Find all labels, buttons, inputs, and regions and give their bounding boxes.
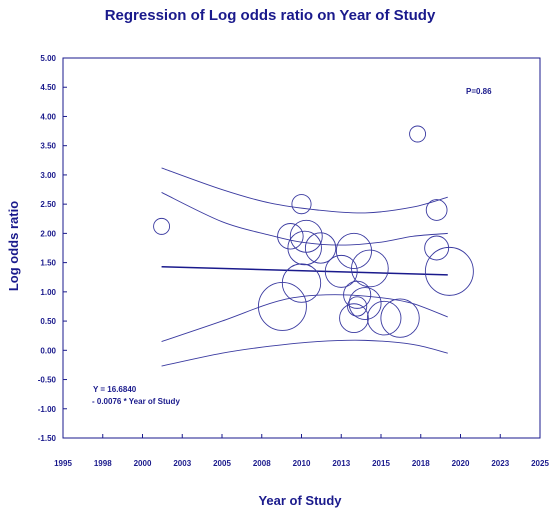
x-tick-label: 2015 <box>372 459 390 468</box>
chart-title: Regression of Log odds ratio on Year of … <box>105 7 436 24</box>
study-bubble <box>348 287 382 320</box>
study-bubble <box>335 232 373 269</box>
p-value-label: P=0.86 <box>466 87 492 96</box>
x-tick-label: 2023 <box>491 459 509 468</box>
study-bubble <box>153 217 171 235</box>
y-tick-label: 0.50 <box>40 317 56 326</box>
x-tick-label: 1995 <box>54 459 72 468</box>
y-tick-label: 2.50 <box>40 200 56 209</box>
y-tick-label: 5.00 <box>40 54 56 63</box>
study-bubble <box>324 254 358 288</box>
outer-band-upper <box>161 167 448 214</box>
study-bubble <box>409 125 427 143</box>
y-tick-label: 1.00 <box>40 288 56 297</box>
x-tick-label: 2008 <box>253 459 271 468</box>
y-tick-label: 2.00 <box>40 229 56 238</box>
y-tick-label: 1.50 <box>40 259 56 268</box>
x-tick-label: 2020 <box>452 459 470 468</box>
x-tick-label: 2003 <box>173 459 191 468</box>
x-axis-label: Year of Study <box>258 493 342 508</box>
x-tick-label: 2010 <box>293 459 311 468</box>
study-bubble <box>291 194 312 215</box>
study-bubble <box>425 199 448 221</box>
study-bubble <box>289 219 323 253</box>
study-bubble <box>339 303 369 334</box>
y-tick-label: 3.00 <box>40 171 56 180</box>
study-bubble <box>380 298 420 338</box>
y-tick-label: 4.00 <box>40 112 56 121</box>
x-tick-label: 2025 <box>531 459 549 468</box>
y-tick-label: -1.00 <box>38 405 57 414</box>
study-bubble <box>424 246 474 296</box>
y-tick-label: 0.00 <box>40 346 56 355</box>
y-axis-label: Log odds ratio <box>6 201 21 291</box>
plot-frame <box>62 57 541 439</box>
study-bubble <box>366 300 402 336</box>
outer-band-lower <box>161 339 448 367</box>
study-bubble <box>343 280 372 309</box>
y-tick-label: -0.50 <box>38 376 57 385</box>
study-bubble <box>287 230 322 266</box>
y-tick-label: -1.50 <box>38 434 57 443</box>
study-bubble <box>281 263 322 303</box>
inner-band-lower <box>161 294 448 342</box>
x-tick-label: 2005 <box>213 459 231 468</box>
regression-line <box>161 265 448 276</box>
x-tick-label: 2013 <box>332 459 350 468</box>
x-tick-label: 2000 <box>134 459 152 468</box>
equation-line-1: Y = 16.6840 <box>93 385 137 394</box>
x-tick-label: 1998 <box>94 459 112 468</box>
study-bubble <box>277 223 304 250</box>
study-bubble <box>424 235 450 261</box>
study-bubble <box>304 232 337 264</box>
inner-band-upper <box>161 192 448 246</box>
study-bubble <box>257 282 307 331</box>
study-bubble <box>347 296 368 317</box>
equation-line-2: - 0.0076 * Year of Study <box>92 397 180 406</box>
y-tick-label: 3.50 <box>40 142 56 151</box>
study-bubble <box>351 249 389 288</box>
y-tick-label: 4.50 <box>40 83 56 92</box>
x-tick-label: 2018 <box>412 459 430 468</box>
